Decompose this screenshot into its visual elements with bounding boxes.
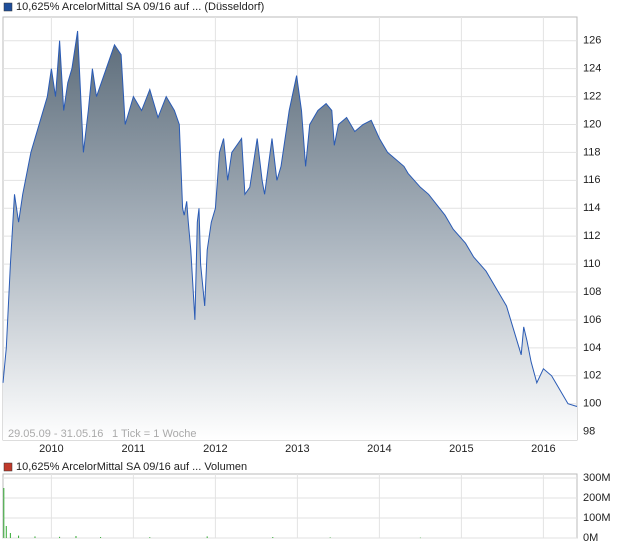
legend-swatch [3, 2, 13, 12]
volume-bar [206, 536, 208, 538]
y-tick-label: 108 [583, 286, 601, 298]
x-tick-label: 2016 [531, 443, 555, 455]
volume-bar [59, 536, 61, 538]
y-tick-label: 116 [583, 174, 601, 186]
x-tick-label: 2013 [285, 443, 309, 455]
volume-bar [5, 526, 7, 538]
date-range: 29.05.09 - 31.05.16 [8, 428, 103, 440]
x-tick-label: 2011 [122, 443, 146, 455]
plot-frame [2, 473, 578, 539]
volume-bar [149, 537, 151, 538]
y-tick-label: 122 [583, 90, 601, 102]
y-tick-label: 0M [583, 532, 598, 544]
y-tick-label: 114 [583, 202, 601, 214]
y-tick-label: 112 [583, 230, 601, 242]
y-tick-label: 100M [583, 512, 611, 524]
volume-bar [272, 537, 274, 538]
volume-bar [75, 536, 77, 538]
y-tick-label: 106 [583, 314, 601, 326]
x-tick-label: 2012 [203, 443, 227, 455]
y-tick-label: 102 [583, 370, 601, 382]
chart-title: 10,625% ArcelorMittal SA 09/16 auf ... V… [16, 461, 247, 473]
volume-bar [419, 537, 421, 539]
tick-note: 1 Tick = 1 Woche [112, 428, 196, 440]
volume-bar [329, 537, 331, 538]
volume-bar [34, 536, 36, 538]
y-tick-label: 100 [583, 398, 601, 410]
y-tick-label: 98 [583, 426, 595, 438]
y-tick-label: 200M [583, 492, 611, 504]
price-line [2, 30, 578, 407]
y-tick-label: 124 [583, 63, 601, 75]
volume-bar [100, 537, 102, 538]
x-tick-label: 2014 [367, 443, 391, 455]
y-tick-label: 126 [583, 35, 601, 47]
volume-bar [9, 533, 11, 538]
legend-swatch [3, 462, 13, 472]
x-tick-label: 2015 [449, 443, 473, 455]
y-tick-label: 300M [583, 472, 611, 484]
y-tick-label: 120 [583, 118, 601, 130]
x-tick-label: 2010 [39, 443, 63, 455]
volume-bar [18, 535, 20, 538]
chart-title: 10,625% ArcelorMittal SA 09/16 auf ... (… [16, 1, 264, 13]
y-tick-label: 104 [583, 342, 601, 354]
y-tick-label: 110 [583, 258, 601, 270]
y-tick-label: 118 [583, 146, 601, 158]
volume-bar [3, 488, 5, 538]
area-fill [3, 31, 577, 440]
